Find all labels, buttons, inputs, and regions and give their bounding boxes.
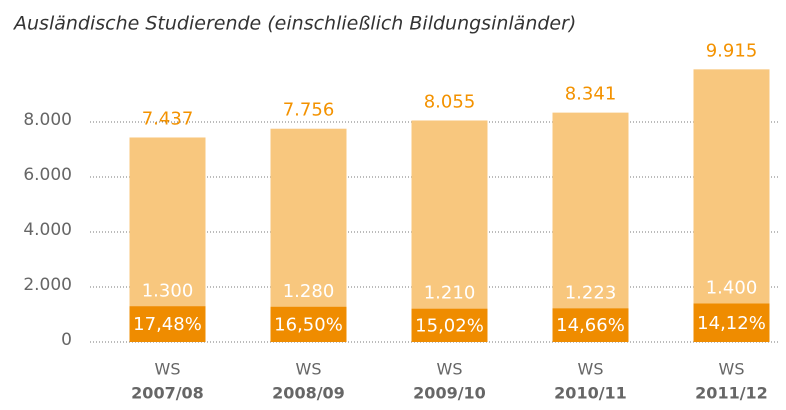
share-label: 14,66%	[556, 315, 625, 336]
bar	[270, 128, 347, 342]
x-tick-label: 2010/11	[554, 384, 627, 403]
share-label: 14,12%	[697, 313, 766, 334]
value-label: 1.210	[424, 283, 476, 304]
y-tick-label: 0	[61, 330, 72, 350]
value-label: 7.756	[283, 100, 335, 121]
value-label: 1.280	[283, 281, 335, 302]
value-label: 7.437	[142, 108, 194, 129]
x-tick-label: 2009/10	[413, 384, 486, 403]
x-tick-label: WS	[719, 360, 745, 379]
y-tick-label: 8.000	[23, 110, 72, 130]
value-label: 1.400	[706, 278, 758, 299]
bar	[270, 306, 347, 342]
share-label: 15,02%	[415, 315, 484, 336]
value-label: 1.223	[565, 282, 617, 303]
x-tick-label: WS	[155, 360, 181, 379]
bar	[693, 303, 770, 342]
value-label: 8.055	[424, 91, 476, 112]
x-tick-label: WS	[296, 360, 322, 379]
bar	[693, 69, 770, 343]
y-tick-label: 4.000	[23, 220, 72, 240]
share-label: 17,48%	[133, 314, 202, 335]
chart-title: Ausländische Studierende (einschließlich…	[12, 13, 576, 35]
value-label: 1.300	[142, 280, 194, 301]
x-tick-label: WS	[578, 360, 604, 379]
bar	[552, 112, 629, 342]
bar	[411, 308, 488, 342]
y-tick-label: 2.000	[23, 275, 72, 295]
bar	[411, 120, 488, 342]
x-tick-label: WS	[437, 360, 463, 379]
x-tick-label: 2007/08	[131, 384, 204, 403]
bar	[552, 308, 629, 342]
x-tick-label: 2011/12	[695, 384, 768, 403]
value-label: 9.915	[706, 40, 758, 61]
share-label: 16,50%	[274, 314, 343, 335]
x-tick-label: 2008/09	[272, 384, 345, 403]
y-tick-label: 6.000	[23, 165, 72, 185]
value-label: 8.341	[565, 84, 617, 105]
bar	[129, 306, 206, 342]
